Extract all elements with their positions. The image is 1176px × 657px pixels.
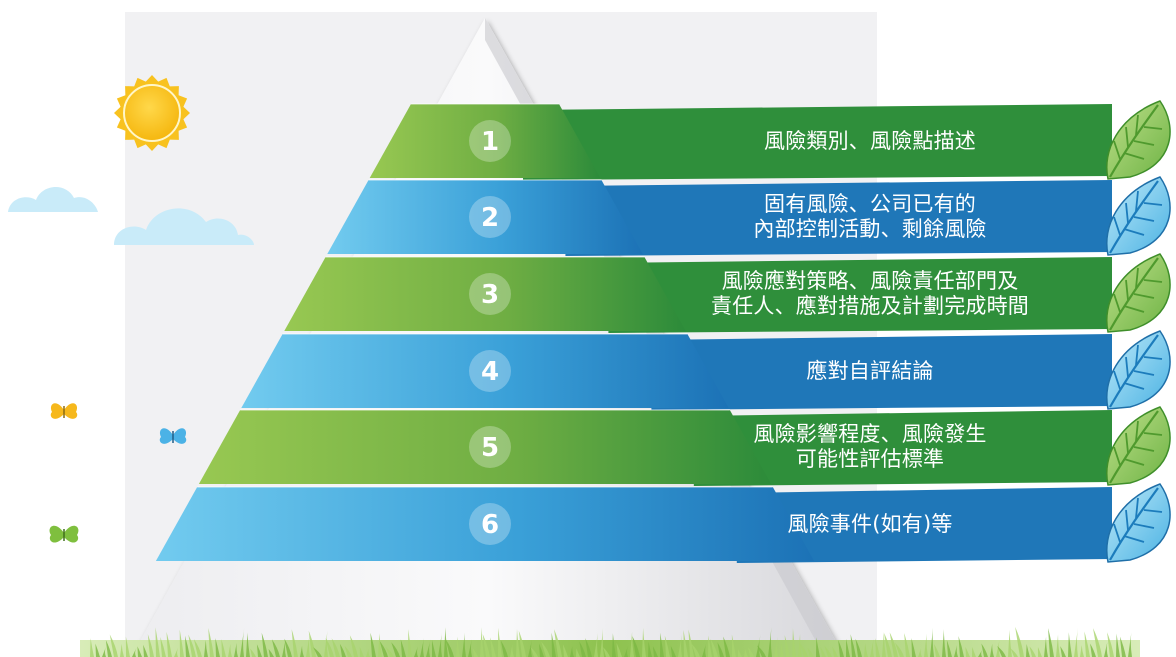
tier-label: 應對自評結論 (660, 359, 1080, 384)
tier-label-line: 風險事件(如有)等 (787, 511, 953, 536)
tier-number-badge (469, 120, 511, 162)
tier-number-badge (469, 273, 511, 315)
tier-number-badge (469, 503, 511, 545)
butterfly-icon (50, 403, 78, 419)
tier-label: 風險事件(如有)等 (660, 512, 1080, 537)
tier-number: 1 (481, 127, 499, 157)
tier-ribbon (608, 257, 1112, 333)
tier-6: 6 (155, 483, 1171, 563)
tier-ribbon (736, 487, 1112, 563)
sun-icon (114, 75, 190, 151)
tier-2: 2 (327, 176, 1171, 256)
tier-number: 5 (481, 433, 499, 463)
butterfly-icon (159, 428, 187, 444)
tier-5: 5 (198, 406, 1171, 486)
tier-label-line: 內部控制活動、剩餘風險 (753, 217, 987, 241)
cloud-icon (114, 208, 254, 245)
leaf-icon (1106, 100, 1171, 180)
tier-band (198, 410, 772, 484)
cloud-icon (8, 186, 98, 212)
tier-number: 2 (481, 203, 499, 233)
leaf-icon (1106, 176, 1171, 256)
tier-band (284, 257, 686, 331)
grass-decoration (80, 627, 1140, 657)
leaf-icon (1106, 406, 1171, 486)
tier-label: 風險影響程度、風險發生 可能性評估標準 (660, 422, 1080, 472)
leaf-icon (1106, 330, 1171, 410)
tier-3: 3 (284, 253, 1171, 333)
leaf-icon (1106, 483, 1171, 563)
tier-band (369, 104, 601, 178)
tier-1: 1 (369, 100, 1171, 180)
tier-band (327, 180, 643, 254)
tier-band (241, 334, 729, 408)
tier-band (155, 487, 815, 561)
tier-number: 6 (481, 510, 499, 540)
tier-label-line: 固有風險、公司已有的 (764, 192, 976, 216)
tier-number-badge (469, 426, 511, 468)
tier-label-line: 風險類別、風險點描述 (764, 128, 976, 153)
tier-ribbon (523, 104, 1112, 180)
grass-ground (80, 640, 1140, 657)
tier-number: 3 (481, 280, 499, 310)
leaf-icon (1106, 253, 1171, 333)
butterfly-icon (49, 525, 79, 543)
tier-ribbon (693, 410, 1112, 486)
tier-label-line: 責任人、應對措施及計劃完成時間 (711, 294, 1029, 318)
tier-label-line: 風險應對策略、風險責任部門及 (721, 269, 1019, 293)
tier-ribbon (565, 180, 1112, 256)
tier-4: 4 (241, 330, 1171, 410)
tier-number: 4 (481, 357, 499, 387)
tier-label: 固有風險、公司已有的 內部控制活動、剩餘風險 (660, 192, 1080, 242)
sun-disc (123, 84, 181, 142)
tier-ribbon (651, 334, 1112, 410)
tier-number-badge (469, 350, 511, 392)
tier-label-line: 應對自評結論 (806, 358, 934, 383)
tier-label: 風險應對策略、風險責任部門及 責任人、應對措施及計劃完成時間 (660, 269, 1080, 319)
tier-label-line: 風險影響程度、風險發生 (753, 422, 987, 446)
tier-number-badge (469, 196, 511, 238)
tier-label-line: 可能性評估標準 (795, 447, 945, 471)
tier-label: 風險類別、風險點描述 (660, 129, 1080, 154)
tier-list: 1 2 3 4 5 6 (155, 100, 1171, 563)
